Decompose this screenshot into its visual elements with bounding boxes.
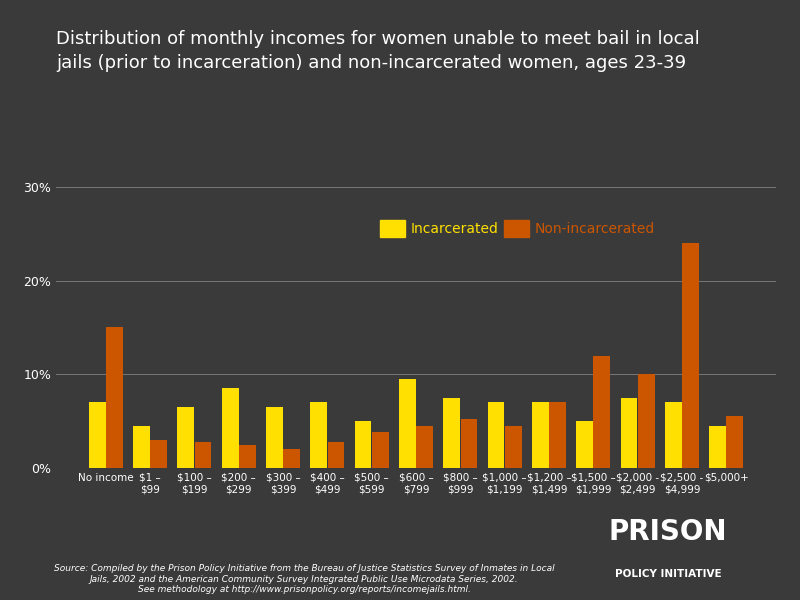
Bar: [327, 442, 345, 468]
Bar: [194, 442, 211, 468]
Bar: [682, 243, 699, 468]
Bar: [399, 379, 416, 468]
Bar: [239, 445, 256, 468]
Text: Source: Compiled by the Prison Policy Initiative from the Bureau of Justice Stat: Source: Compiled by the Prison Policy In…: [54, 564, 554, 594]
Bar: [89, 403, 106, 468]
Text: Distribution of monthly incomes for women unable to meet bail in local
jails (pr: Distribution of monthly incomes for wome…: [56, 30, 700, 71]
Bar: [505, 426, 522, 468]
Bar: [372, 433, 389, 468]
Bar: [283, 449, 300, 468]
Bar: [133, 426, 150, 468]
Legend: Incarcerated, Non-incarcerated: Incarcerated, Non-incarcerated: [380, 220, 654, 237]
Bar: [310, 403, 327, 468]
Bar: [638, 374, 654, 468]
Bar: [665, 403, 682, 468]
Bar: [443, 398, 460, 468]
Bar: [726, 416, 743, 468]
Bar: [621, 398, 638, 468]
Text: PRISON: PRISON: [609, 518, 727, 546]
Bar: [532, 403, 549, 468]
Text: POLICY INITIATIVE: POLICY INITIATIVE: [614, 569, 722, 579]
Bar: [266, 407, 283, 468]
Bar: [576, 421, 593, 468]
Bar: [178, 407, 194, 468]
Bar: [709, 426, 726, 468]
Bar: [354, 421, 371, 468]
Bar: [416, 426, 433, 468]
Bar: [594, 355, 610, 468]
Bar: [106, 328, 123, 468]
Bar: [461, 419, 478, 468]
Bar: [487, 403, 505, 468]
Bar: [549, 403, 566, 468]
Bar: [150, 440, 167, 468]
Bar: [222, 388, 238, 468]
